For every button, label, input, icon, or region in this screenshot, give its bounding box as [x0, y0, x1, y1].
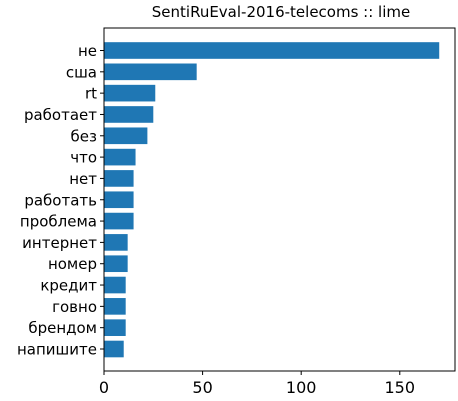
bar-9 — [104, 234, 128, 251]
category-label: rt — [85, 85, 97, 103]
bar-11 — [104, 276, 126, 294]
category-label: кредит — [40, 277, 97, 295]
category-label: напишите — [17, 341, 97, 359]
bar-10 — [104, 255, 128, 273]
category-label: интернет — [22, 234, 97, 252]
x-ticks: 0 50 100 150 — [99, 371, 415, 397]
plot-frame — [103, 27, 456, 372]
category-label: проблема — [20, 213, 97, 231]
bar-13 — [104, 319, 126, 336]
bar-12 — [104, 298, 126, 315]
category-label: говно — [52, 298, 97, 316]
x-tick-label: 50 — [192, 378, 212, 397]
category-label: сша — [66, 63, 97, 81]
category-label: брендом — [28, 319, 97, 337]
bar-7 — [104, 191, 134, 209]
category-label: работать — [24, 191, 97, 209]
chart-title: SentiRuEval-2016-telecoms :: lime — [152, 3, 410, 21]
bar-3 — [104, 106, 154, 123]
bar-8 — [104, 212, 134, 230]
bar-0 — [104, 42, 440, 59]
category-label: что — [70, 149, 97, 167]
bar-4 — [104, 127, 148, 145]
category-label: нет — [69, 170, 97, 188]
x-tick-label: 100 — [286, 378, 317, 397]
category-labels: не сша rt работает без что нет работать проблема… — [17, 42, 104, 359]
bar-5 — [104, 148, 136, 166]
bar-6 — [104, 170, 134, 187]
x-tick-label: 0 — [99, 378, 109, 397]
bars-group — [104, 42, 440, 358]
x-tick-label: 150 — [385, 378, 416, 397]
category-label: не — [78, 42, 97, 60]
bar-14 — [104, 340, 124, 358]
bar-2 — [104, 84, 156, 102]
bar-1 — [104, 63, 197, 81]
category-label: без — [71, 127, 97, 145]
category-label: номер — [48, 255, 97, 273]
category-label: работает — [24, 106, 97, 124]
